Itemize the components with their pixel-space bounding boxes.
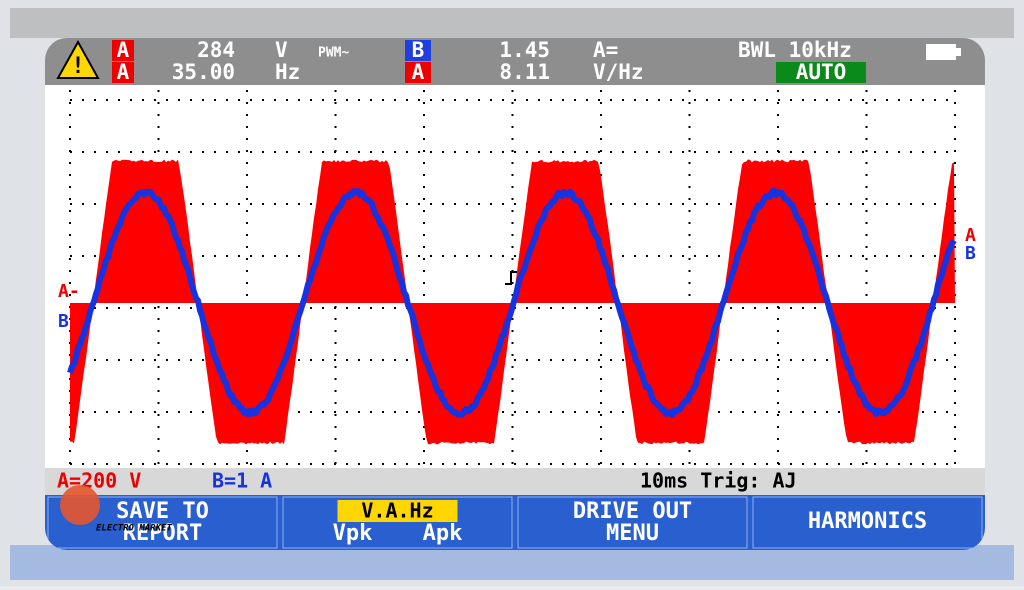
- filter: BWL 10kHz: [738, 38, 852, 62]
- reflection: [10, 545, 1014, 580]
- battery-icon: [926, 44, 956, 60]
- reflection: [10, 8, 1014, 38]
- battery-tip: [956, 48, 961, 56]
- channel: A: [412, 60, 425, 84]
- range-mode: AUTO: [796, 60, 847, 84]
- reading: 8.11: [499, 60, 550, 84]
- mode: PWM~: [318, 46, 349, 61]
- unit: V/Hz: [593, 60, 644, 84]
- marker: A-: [58, 281, 80, 302]
- channel: B: [412, 38, 425, 62]
- marker: B: [965, 243, 976, 264]
- unit: A=: [593, 38, 618, 62]
- softkey-label[interactable]: HARMONICS: [808, 509, 927, 534]
- channel: A: [117, 38, 130, 62]
- channel: A: [117, 60, 130, 84]
- logo-icon: [60, 485, 100, 525]
- logo: ELECTRO MARKET: [96, 524, 172, 534]
- softkey-label: V.A.Hz: [361, 499, 433, 523]
- reading: 35.00: [172, 60, 235, 84]
- scale-b: B=1 A: [212, 469, 272, 493]
- screen: ! A 284 V PWM~ B 1.45 A= BWL 10kHz A 35.…: [45, 38, 985, 550]
- status-bar: [45, 468, 985, 495]
- page: ! A 284 V PWM~ B 1.45 A= BWL 10kHz A 35.…: [0, 0, 1024, 586]
- timebase: 10ms Trig: AJ: [640, 469, 797, 493]
- softkey-option: Vpk: [333, 521, 373, 546]
- scope-screen: ! A 284 V PWM~ B 1.45 A= BWL 10kHz A 35.…: [0, 0, 1024, 586]
- unit: Hz: [275, 60, 300, 84]
- warning-mark: !: [71, 54, 84, 79]
- reading: 1.45: [499, 38, 550, 62]
- softkey-label[interactable]: SAVE TO REPORT: [116, 499, 209, 546]
- unit: V: [275, 38, 288, 62]
- marker: B: [58, 311, 69, 332]
- reading: 284: [197, 38, 235, 62]
- softkey-option: Apk: [423, 521, 463, 546]
